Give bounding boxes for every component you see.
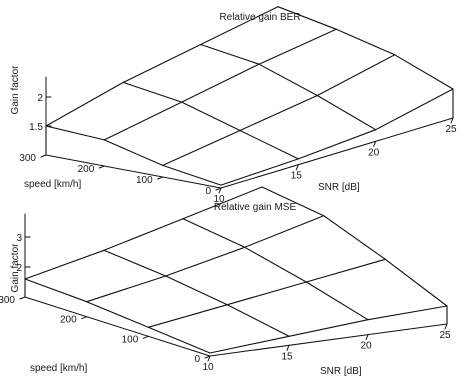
surface-grid-line bbox=[122, 81, 183, 103]
x-tick-label: 20 bbox=[368, 147, 380, 158]
surface-grid-line bbox=[86, 301, 149, 328]
surface-grid-line bbox=[45, 125, 105, 141]
surface-grid-line bbox=[288, 319, 369, 337]
y-tick-label: 300 bbox=[0, 295, 15, 306]
surface-grid-line bbox=[181, 63, 260, 103]
z-tick-label: 3 bbox=[16, 233, 22, 244]
x-tick-mark bbox=[207, 355, 211, 362]
y-tick-label: 200 bbox=[78, 164, 95, 175]
surface-grid-line bbox=[165, 246, 246, 277]
x-axis-line bbox=[220, 117, 454, 189]
y-axis-label: speed [km/h] bbox=[24, 179, 81, 190]
y-tick-mark bbox=[215, 187, 222, 191]
x-tick-mark bbox=[286, 344, 290, 351]
surface-grid-line bbox=[261, 186, 325, 217]
surface-grid-line bbox=[45, 81, 124, 127]
surface-grid-line bbox=[147, 326, 211, 354]
y-tick-mark bbox=[40, 154, 47, 158]
z-axis-label: Gain factor bbox=[10, 65, 21, 115]
surface-grid-line bbox=[305, 258, 386, 283]
x-tick-mark bbox=[218, 187, 222, 194]
surface-grid-line bbox=[165, 275, 228, 306]
x-tick-mark bbox=[365, 334, 369, 341]
x-tick-mark bbox=[450, 117, 454, 124]
surface-grid-line bbox=[335, 28, 396, 56]
surface-grid-line bbox=[24, 249, 105, 280]
surface-grid-line bbox=[316, 94, 377, 131]
surface-grid-line bbox=[297, 129, 377, 160]
chart-title: Relative gain BER bbox=[219, 12, 300, 23]
surface-grid-line bbox=[182, 186, 263, 220]
surface-grid-line bbox=[277, 6, 337, 30]
surface-grid-line bbox=[316, 54, 396, 97]
surface-grid-line bbox=[244, 246, 307, 283]
surface-grid-line bbox=[147, 304, 228, 328]
x-axis-line bbox=[209, 323, 448, 357]
surface-grid-line bbox=[375, 88, 454, 131]
surface-grid-line bbox=[209, 335, 290, 354]
surface-grid-line bbox=[323, 215, 386, 260]
y-tick-mark bbox=[204, 355, 211, 359]
y-tick-mark bbox=[81, 316, 88, 320]
y-tick-label: 100 bbox=[122, 334, 139, 345]
x-tick-mark bbox=[295, 164, 299, 171]
x-tick-mark bbox=[373, 140, 377, 147]
surface-grid-line bbox=[239, 129, 299, 160]
surface-grid-line bbox=[103, 249, 167, 277]
x-tick-label: 10 bbox=[202, 362, 214, 373]
x-axis-label: SNR [dB] bbox=[318, 182, 360, 193]
surface-grid-line bbox=[182, 218, 246, 248]
surface-grid-line bbox=[258, 63, 318, 97]
surface-grid-line bbox=[122, 43, 202, 83]
y-tick-label: 100 bbox=[136, 175, 153, 186]
y-axis-line bbox=[45, 154, 222, 189]
x-tick-label: 20 bbox=[360, 341, 372, 352]
y-axis-label: speed [km/h] bbox=[30, 363, 87, 374]
y-axis-line bbox=[24, 296, 211, 357]
z-tick-label: 2 bbox=[37, 93, 43, 104]
surface-grid-line bbox=[226, 304, 290, 337]
surface-grid-line bbox=[162, 164, 222, 186]
surface-grid-line bbox=[103, 139, 164, 166]
x-tick-mark bbox=[444, 323, 448, 330]
surface-grid-line bbox=[181, 101, 241, 132]
z-tick-label: 1.5 bbox=[29, 122, 43, 133]
y-tick-label: 0 bbox=[205, 186, 211, 197]
x-axis-label: SNR [dB] bbox=[320, 366, 362, 377]
chart-title: Relative gain MSE bbox=[214, 202, 297, 213]
y-tick-mark bbox=[98, 165, 105, 169]
y-tick-mark bbox=[19, 296, 26, 300]
surface-grid-line bbox=[24, 278, 88, 303]
y-tick-label: 200 bbox=[60, 315, 77, 326]
x-tick-label: 15 bbox=[281, 351, 293, 362]
surface-grid-line bbox=[394, 54, 454, 90]
surface-panel-ber: Relative gain BER 10 15 20 25 0 100 200 300 1.5 2… bbox=[10, 6, 457, 205]
z-tick-label: 2 bbox=[16, 263, 22, 274]
surface-grid-line bbox=[244, 215, 325, 248]
z-axis-label: Gain factor bbox=[10, 243, 21, 293]
surface-grid-line bbox=[86, 275, 167, 303]
surface-grid-line bbox=[103, 218, 184, 251]
surface-grid-line bbox=[103, 101, 183, 141]
surface-grid-line bbox=[226, 281, 307, 306]
x-tick-label: 10 bbox=[213, 194, 225, 205]
x-tick-label: 15 bbox=[291, 171, 303, 182]
surface-grid-line bbox=[305, 281, 369, 321]
surface-grid-line bbox=[200, 43, 260, 65]
surface-grid-line bbox=[367, 305, 448, 321]
x-tick-label: 25 bbox=[445, 124, 457, 135]
surface-grid-line bbox=[220, 158, 299, 186]
x-tick-label: 25 bbox=[439, 330, 451, 341]
y-tick-label: 0 bbox=[194, 354, 200, 365]
surface-grid-line bbox=[258, 28, 337, 65]
y-tick-mark bbox=[142, 335, 149, 339]
y-tick-mark bbox=[157, 176, 164, 180]
surface-grid-line bbox=[384, 258, 448, 307]
surface-grid-line bbox=[239, 94, 318, 132]
surface-grid-line bbox=[200, 6, 279, 46]
surface-grid-line bbox=[162, 129, 241, 166]
y-tick-label: 300 bbox=[19, 153, 36, 164]
